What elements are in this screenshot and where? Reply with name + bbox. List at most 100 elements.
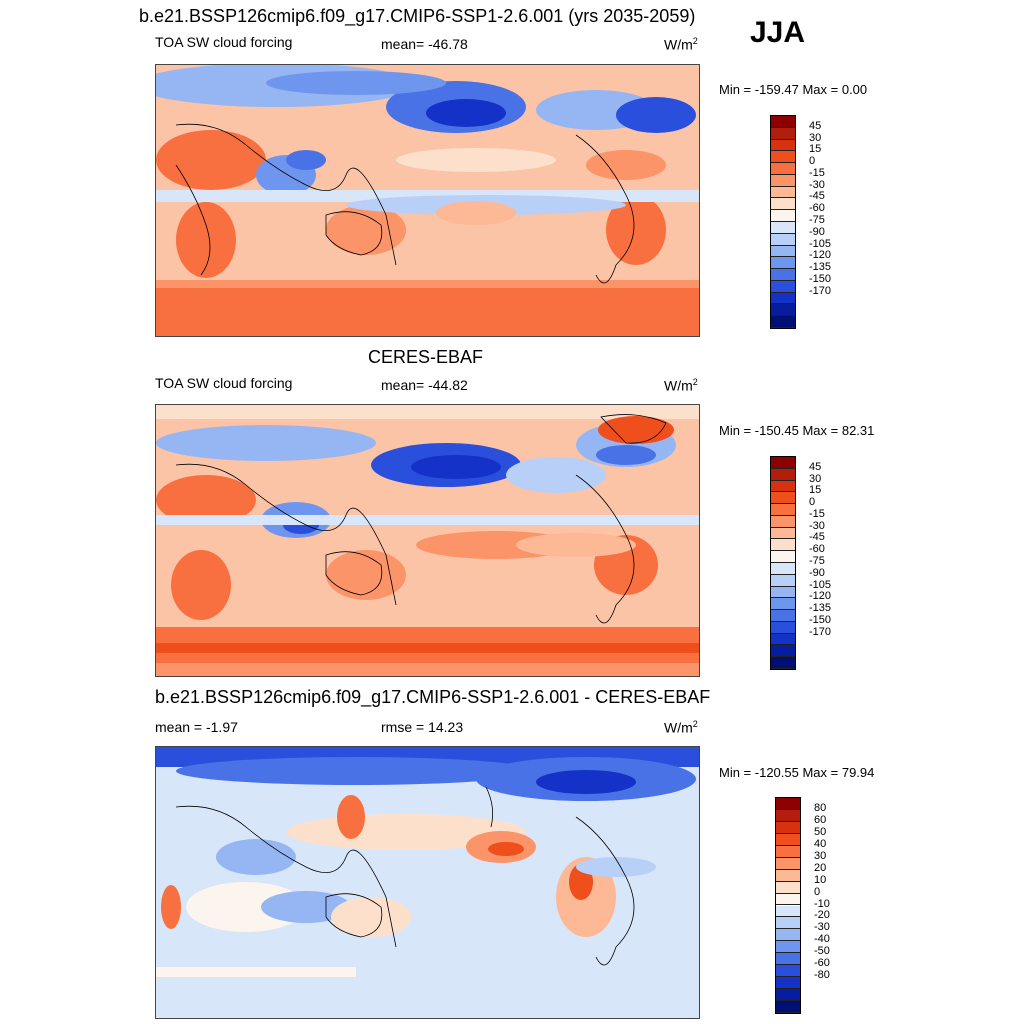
panel-2-title: CERES-EBAF: [368, 347, 484, 367]
colorbar-segment: [771, 457, 795, 469]
colorbar-segment: [771, 598, 795, 611]
panel-3-mean-label: mean = -1.97: [155, 719, 238, 735]
colorbar-tick-label: -90: [809, 566, 825, 579]
colorbar-tick-label: -105: [809, 578, 832, 591]
colorbar-segment: [771, 621, 795, 634]
panel-1-mean-label: mean= -46.78: [381, 36, 468, 52]
colorbar-tick-label: 30: [809, 472, 822, 485]
colorbar-tick-label: -45: [809, 190, 825, 203]
colorbar-segment: [776, 989, 800, 1002]
panel-1-units: W/m2: [664, 36, 698, 53]
colorbar-tick-label: -105: [809, 237, 832, 250]
colorbar-segment: [776, 965, 800, 978]
colorbar-segment: [771, 222, 795, 234]
colorbar-segment: [771, 116, 795, 128]
colorbar-tick-label: 15: [809, 143, 822, 156]
colorbar-segment: [771, 292, 795, 305]
panel-3-map: [155, 746, 700, 1019]
colorbar-tick-label: 80: [814, 801, 827, 814]
colorbar-tick-label: 45: [809, 119, 822, 132]
colorbar-segment: [776, 809, 800, 822]
panel-2-map-svg: [156, 405, 699, 676]
colorbar-tick-label: -170: [809, 284, 832, 297]
colorbar-segment: [771, 198, 795, 211]
panel-3-map-svg: [156, 747, 699, 1018]
colorbar-segment: [776, 953, 800, 966]
panel-3-title: b.e21.BSSP126cmip6.f09_g17.CMIP6-SSP1-2.…: [155, 687, 711, 707]
colorbar-segment: [771, 633, 795, 646]
colorbar-tick-label: -60: [809, 543, 825, 556]
colorbar-segment: [771, 186, 795, 199]
colorbar-tick-label: -15: [809, 507, 825, 520]
colorbar-segment: [771, 551, 795, 563]
season-label: JJA: [750, 16, 806, 49]
colorbar-tick-label: 50: [814, 825, 827, 838]
colorbar-tick-label: -120: [809, 249, 832, 262]
colorbar-segment: [771, 210, 795, 222]
colorbar-tick-label: -20: [814, 909, 830, 922]
colorbar-segment: [776, 845, 800, 858]
colorbar-tick-label: 40: [814, 837, 827, 850]
colorbar-segment: [776, 917, 800, 930]
colorbar-segment: [771, 304, 795, 317]
panel-1-map-svg: [156, 65, 699, 336]
panel-3-colorbar: [775, 797, 801, 1014]
colorbar-segment: [771, 316, 795, 328]
colorbar-segment: [771, 163, 795, 175]
colorbar-tick-label: 0: [809, 155, 816, 168]
panel-2-variable-label: TOA SW cloud forcing: [155, 375, 293, 391]
colorbar-segment: [776, 893, 800, 906]
colorbar-segment: [771, 269, 795, 281]
panel-1-title: b.e21.BSSP126cmip6.f09_g17.CMIP6-SSP1-2.…: [139, 6, 696, 26]
colorbar-segment: [771, 574, 795, 587]
colorbar-segment: [771, 257, 795, 270]
colorbar-tick-label: -150: [809, 272, 832, 285]
panel-2-units: W/m2: [664, 377, 698, 394]
colorbar-tick-label: 45: [809, 460, 822, 473]
colorbar-tick-label: -40: [814, 933, 830, 946]
colorbar-tick-label: 60: [814, 813, 827, 826]
colorbar-segment: [771, 586, 795, 599]
colorbar-tick-label: 0: [814, 885, 821, 898]
colorbar-segment: [776, 857, 800, 870]
colorbar-tick-label: -15: [809, 166, 825, 179]
panel-1-colorbar: [770, 115, 796, 329]
colorbar-segment: [776, 941, 800, 954]
colorbar-tick-label: -45: [809, 531, 825, 544]
colorbar-segment: [776, 798, 800, 810]
colorbar-tick-label: -75: [809, 214, 825, 226]
panel-2-map: [155, 404, 700, 677]
colorbar-tick-label: -170: [809, 625, 832, 638]
colorbar-segment: [776, 821, 800, 834]
colorbar-segment: [776, 833, 800, 846]
colorbar-tick-label: 30: [809, 131, 822, 144]
colorbar-segment: [776, 905, 800, 918]
colorbar-tick-label: -30: [814, 921, 830, 934]
panel-1-minmax: Min = -159.47 Max = 0.00: [719, 82, 868, 97]
colorbar-tick-label: -80: [814, 969, 830, 982]
colorbar-tick-label: 0: [809, 496, 816, 509]
panel-3-minmax: Min = -120.55 Max = 79.94: [719, 765, 875, 780]
colorbar-segment: [771, 527, 795, 540]
colorbar-tick-label: -60: [809, 202, 825, 215]
colorbar-segment: [776, 929, 800, 942]
colorbar-segment: [776, 881, 800, 894]
colorbar-tick-label: -150: [809, 613, 832, 626]
panel-2-mean-label: mean= -44.82: [381, 377, 468, 393]
panel-2-minmax: Min = -150.45 Max = 82.31: [719, 423, 875, 438]
colorbar-tick-label: 20: [814, 861, 827, 874]
colorbar-segment: [771, 245, 795, 258]
panel-3-units: W/m2: [664, 719, 698, 736]
colorbar-segment: [771, 174, 795, 187]
colorbar-segment: [776, 1001, 800, 1013]
colorbar-segment: [771, 127, 795, 140]
colorbar-tick-label: 10: [814, 873, 827, 886]
colorbar-tick-label: -135: [809, 261, 832, 274]
panel-1-variable-label: TOA SW cloud forcing: [155, 34, 293, 50]
colorbar-segment: [771, 139, 795, 152]
colorbar-segment: [771, 468, 795, 481]
colorbar-segment: [771, 280, 795, 293]
colorbar-segment: [771, 233, 795, 246]
panel-2-colorbar: [770, 456, 796, 670]
colorbar-tick-label: -10: [814, 897, 830, 910]
